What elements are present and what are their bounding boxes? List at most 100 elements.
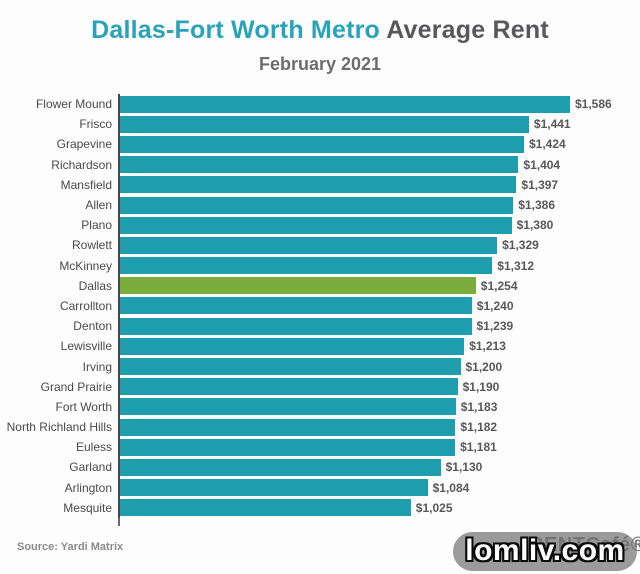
value-label: $1,181 [460,440,497,455]
bar [120,196,514,214]
bar-track: $1,586 [118,94,640,115]
category-label: Grapevine [56,137,112,152]
category-label: Flower Mound [35,97,112,112]
value-label: $1,424 [529,137,566,152]
chart-row: Garland $1,130 [0,457,640,478]
category-label: North Richland Hills [6,420,112,435]
bar [120,358,461,376]
bar-track: $1,084 [118,477,640,498]
watermark-text: lomliv.com [465,534,625,567]
category-label: McKinney [59,258,112,273]
bar-highlighted [120,277,476,295]
bar-track: $1,130 [118,457,640,478]
value-label: $1,130 [445,460,483,475]
chart-row: Denton $1,239 [0,316,640,337]
value-label: $1,329 [502,238,539,253]
chart-row: Frisco $1,441 [0,114,640,135]
bar [120,297,472,315]
bar-track: $1,386 [118,194,640,216]
value-label: $1,239 [476,319,514,334]
chart-title-highlight: Dallas-Fort Worth Metro [91,16,380,44]
bar-track: $1,424 [118,134,640,155]
chart-row: Mansfield $1,397 [0,174,640,195]
value-label: $1,200 [465,359,503,374]
value-label: $1,380 [516,218,554,233]
bar-track: $1,239 [118,316,640,337]
chart-row: Grapevine $1,424 [0,134,640,155]
bar [120,479,428,497]
chart-row: Grand Prairie $1,190 [0,376,640,397]
chart-row: Plano $1,380 [0,215,640,236]
bar [120,95,570,113]
chart-row: McKinney $1,312 [0,255,640,276]
bar [120,418,456,436]
category-label: Fort Worth [55,399,112,414]
chart-row: Irving $1,200 [0,356,640,377]
category-label: Garland [69,460,112,475]
bar-track: $1,182 [118,417,640,438]
category-label: Euless [75,440,112,455]
bar-track: $1,200 [118,356,640,377]
chart-row: Lewisville $1,213 [0,336,640,357]
bar-track: $1,404 [118,154,640,175]
chart-title-rest: Average Rent [380,16,549,44]
bar [120,438,456,456]
bar [120,337,465,355]
category-label: Rowlett [71,238,112,253]
chart-title: Dallas-Fort Worth Metro Average Rent [0,16,640,45]
bar-track: $1,190 [118,376,640,397]
bar-track: $1,254 [118,275,640,296]
bar [120,135,524,153]
category-label: Plano [81,218,112,233]
bar-track: $1,181 [118,437,640,458]
bar [120,499,411,517]
bar [120,398,456,416]
category-label: Denton [73,319,112,334]
chart-row: Flower Mound $1,586 [0,94,640,115]
bar-track: $1,183 [118,396,640,417]
value-label: $1,312 [497,258,534,273]
value-label: $1,254 [480,278,518,293]
category-label: Richardson [51,157,112,172]
bar-chart: Flower Mound $1,586 Frisco $1,441 Grapevine $… [0,94,640,527]
category-label: Carrollton [59,298,112,313]
bar-track: $1,213 [118,336,640,357]
value-label: $1,397 [521,177,559,192]
category-label: Mansfield [60,177,112,192]
value-label: $1,213 [469,339,506,354]
chart-row: North Richland Hills $1,182 [0,417,640,438]
category-label: Arlington [64,480,112,495]
category-label: Mesquite [63,500,112,515]
bar [120,236,498,254]
bar [120,176,517,194]
bar-track: $1,240 [118,295,640,317]
bar-track: $1,441 [118,114,640,135]
category-label: Allen [85,198,112,213]
value-label: $1,240 [476,298,514,313]
bar-track: $1,312 [118,255,640,276]
chart-row: Fort Worth $1,183 [0,396,640,417]
chart-row: Carrollton $1,240 [0,295,640,317]
value-label: $1,182 [460,420,498,435]
chart-row: Rowlett $1,329 [0,235,640,256]
category-label: Frisco [79,117,112,132]
category-label: Dallas [78,278,112,293]
bar-track: $1,025 [118,497,640,518]
chart-row: Richardson $1,404 [0,154,640,175]
value-label: $1,084 [432,480,470,495]
bar-track: $1,397 [118,174,640,195]
chart-header: Dallas-Fort Worth Metro Average Rent Feb… [0,0,640,75]
bar [120,458,441,476]
value-label: $1,190 [462,379,500,394]
chart-row: Arlington $1,084 [0,477,640,498]
bar [120,115,529,133]
category-label: Irving [82,359,112,374]
value-label: $1,386 [518,198,555,213]
value-label: $1,441 [533,117,571,132]
value-label: $1,025 [415,500,453,515]
chart-row: Dallas $1,254 [0,275,640,296]
value-label: $1,404 [523,157,561,172]
category-label: Lewisville [60,339,112,354]
value-label: $1,183 [460,399,498,414]
bar-track: $1,380 [118,215,640,236]
